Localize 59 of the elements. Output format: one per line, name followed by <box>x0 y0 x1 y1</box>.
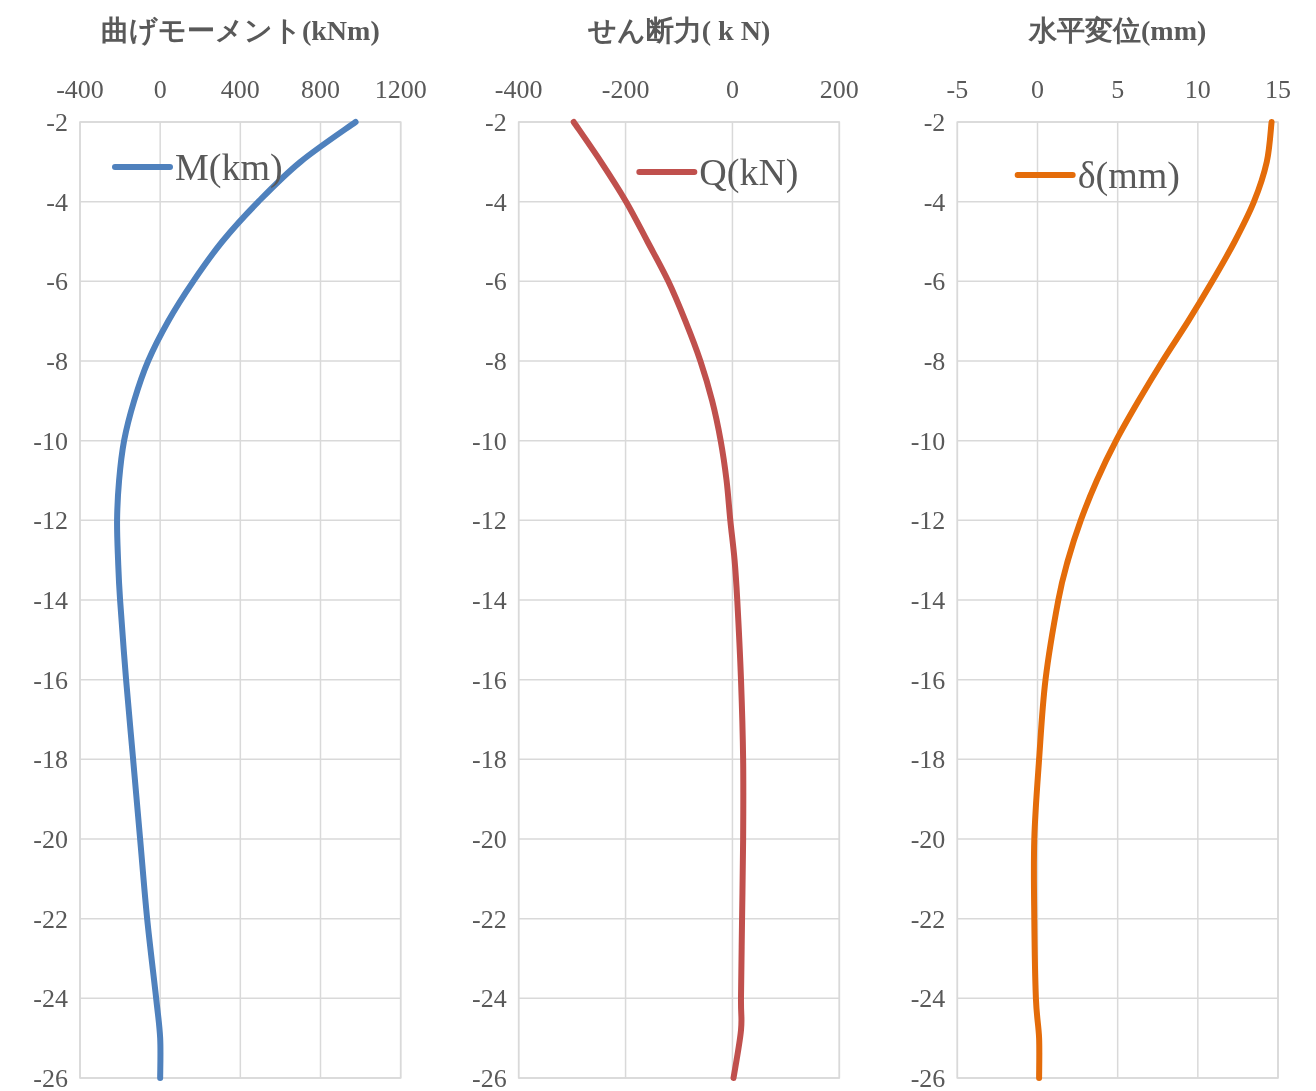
legend-label: δ(mm) <box>1077 154 1181 197</box>
y-tick-label: -22 <box>33 904 68 934</box>
y-tick-label: -18 <box>33 745 68 775</box>
x-tick-label: 400 <box>220 75 260 104</box>
y-tick-label: -12 <box>33 506 68 536</box>
y-tick-label: -2 <box>923 108 946 137</box>
y-tick-label: -8 <box>46 347 68 376</box>
y-tick-label: -26 <box>33 1064 68 1091</box>
y-tick-label: -8 <box>484 347 507 376</box>
y-tick-label: -24 <box>910 984 946 1014</box>
x-tick-label: 0 <box>725 75 739 104</box>
x-tick-label: -5 <box>946 75 969 104</box>
y-tick-label: -16 <box>471 665 507 695</box>
y-tick-label: -20 <box>471 825 507 854</box>
y-tick-label: -18 <box>910 745 946 775</box>
x-tick-label: 0 <box>153 75 167 104</box>
y-tick-label: -24 <box>33 984 68 1014</box>
y-tick-label: -12 <box>910 506 946 536</box>
chart-title: 曲げモーメント(kNm) <box>100 15 380 46</box>
y-tick-label: -26 <box>910 1064 946 1091</box>
y-tick-label: -14 <box>910 586 946 615</box>
y-tick-label: -6 <box>484 267 507 297</box>
y-tick-label: -4 <box>484 187 507 217</box>
x-tick-label: -200 <box>601 75 650 104</box>
legend-label: M(km) <box>175 146 283 189</box>
y-tick-label: -4 <box>923 187 946 217</box>
x-tick-label: 15 <box>1265 75 1291 104</box>
y-tick-label: -6 <box>923 267 946 297</box>
y-tick-label: -10 <box>910 426 946 456</box>
y-tick-label: -14 <box>33 586 68 615</box>
x-tick-label: 10 <box>1184 75 1211 104</box>
x-tick-label: 200 <box>819 75 859 104</box>
x-tick-label: -400 <box>494 75 543 104</box>
y-tick-label: -2 <box>484 108 507 137</box>
y-tick-label: -10 <box>471 426 507 456</box>
y-tick-label: -20 <box>33 825 68 854</box>
x-tick-label: 0 <box>1031 75 1044 104</box>
y-tick-label: -18 <box>471 745 507 775</box>
y-tick-label: -24 <box>471 984 507 1014</box>
x-tick-label: 800 <box>301 75 340 104</box>
y-tick-label: -6 <box>46 267 68 297</box>
y-tick-label: -10 <box>33 426 68 456</box>
y-tick-label: -22 <box>471 904 507 934</box>
y-tick-label: -12 <box>471 506 507 536</box>
y-tick-label: -8 <box>923 347 946 376</box>
chart-title: 水平変位(mm) <box>1028 15 1207 46</box>
y-tick-label: -20 <box>910 825 946 854</box>
x-tick-label: 5 <box>1111 75 1125 104</box>
x-tick-label: 1200 <box>374 75 427 104</box>
x-tick-label: -400 <box>56 75 104 104</box>
y-tick-label: -16 <box>910 665 946 695</box>
y-tick-label: -22 <box>910 904 946 934</box>
y-tick-label: -2 <box>46 108 68 137</box>
y-tick-label: -26 <box>471 1064 507 1091</box>
y-tick-label: -14 <box>471 586 507 615</box>
legend-label: Q(kN) <box>699 151 799 194</box>
y-tick-label: -4 <box>46 187 68 217</box>
chart-title: せん断力( k N) <box>586 15 771 46</box>
y-tick-label: -16 <box>33 665 68 695</box>
